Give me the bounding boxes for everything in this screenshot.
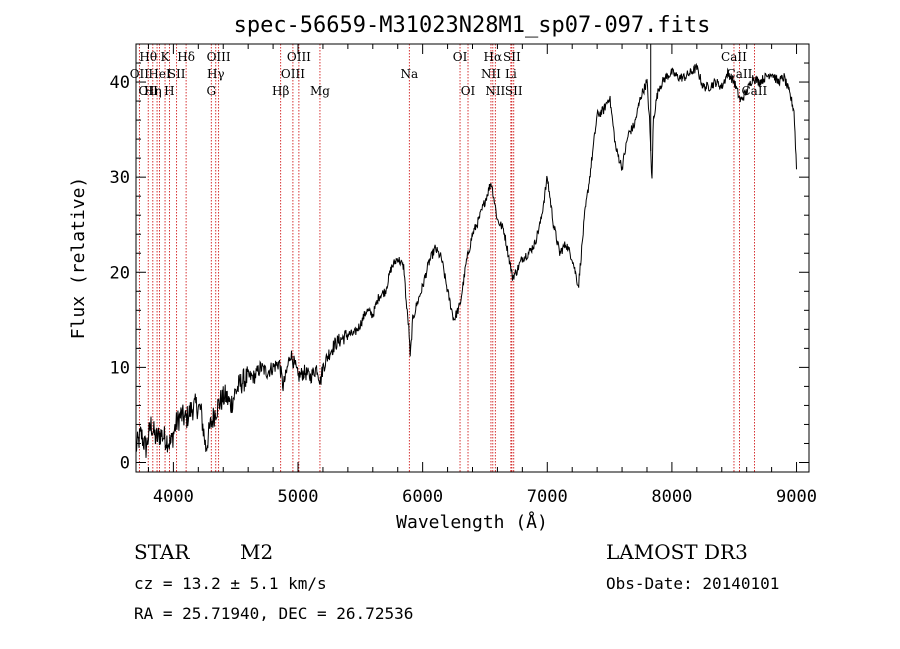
line-marker-label: OI	[453, 50, 468, 64]
spectrum-series	[135, 44, 797, 458]
line-marker-label: K	[161, 50, 171, 64]
y-tick-label: 40	[110, 73, 130, 93]
line-marker-label: OIII	[287, 50, 311, 64]
line-marker-label: Hδ	[177, 50, 195, 64]
object-class: STAR	[134, 540, 190, 564]
line-marker-label: OIII	[281, 67, 305, 81]
line-marker-label: Mg	[310, 84, 330, 98]
line-marker-label: CaII	[721, 50, 747, 64]
x-tick-label: 9000	[776, 487, 817, 507]
line-marker-label: G	[206, 84, 216, 98]
line-marker-label: OII	[130, 67, 150, 81]
line-marker-label: Hγ	[207, 67, 225, 81]
line-marker-label: SII	[503, 50, 521, 64]
line-marker-label: Hα	[484, 50, 503, 64]
line-marker-label: SII	[168, 67, 186, 81]
object-subclass: M2	[240, 540, 273, 564]
y-axis-label: Flux (relative)	[68, 177, 89, 340]
observation-date: Obs-Date: 20140101	[606, 574, 779, 593]
line-marker-label: HeI	[148, 67, 171, 81]
plot-frame	[135, 43, 810, 473]
line-marker-label: Hβ	[272, 84, 289, 98]
line-marker-label: SII	[505, 84, 523, 98]
y-tick-label: 10	[110, 358, 130, 378]
survey-name: LAMOST DR3	[606, 540, 748, 564]
x-tick-label: 6000	[402, 487, 443, 507]
chart-title: spec-56659-M31023N28M1_sp07-097.fits	[234, 13, 711, 38]
x-tick-label: 8000	[651, 487, 692, 507]
line-marker-label: NII	[485, 84, 505, 98]
line-marker-label: NII	[481, 67, 501, 81]
y-tick-label: 30	[110, 168, 130, 188]
y-tick-label: 20	[110, 263, 130, 283]
emission-line-markers	[138, 44, 755, 472]
line-marker-label: OIII	[207, 50, 231, 64]
x-axis-ticks: 4000 5000 6000 7000 8000 9000	[147, 44, 817, 507]
y-tick-label: 0	[120, 453, 130, 473]
x-tick-label: 7000	[527, 487, 568, 507]
x-axis-label: Wavelength (Å)	[396, 511, 548, 533]
line-marker-label: CaII	[741, 84, 767, 98]
line-marker-label: OI	[461, 84, 476, 98]
spectrum-line	[135, 62, 797, 458]
x-tick-label: 4000	[153, 487, 194, 507]
sky-coordinates: RA = 25.71940, DEC = 26.72536	[134, 604, 413, 623]
line-marker-label: Li	[505, 67, 517, 81]
x-tick-label: 5000	[278, 487, 319, 507]
line-marker-label: Hθ	[139, 50, 157, 64]
line-marker-label: H	[164, 84, 174, 98]
y-axis-ticks: 0 10 20 30 40	[110, 62, 809, 473]
line-marker-label: Na	[400, 67, 418, 81]
emission-line-labels: OIIHθOIIHηHeIKHSIIHδGHγOIIIHβOIIIOIIIMgN…	[130, 50, 768, 98]
line-marker-label: OII	[139, 84, 159, 98]
line-marker-label: Hη	[144, 84, 162, 98]
redshift-velocity: cz = 13.2 ± 5.1 km/s	[134, 574, 327, 593]
